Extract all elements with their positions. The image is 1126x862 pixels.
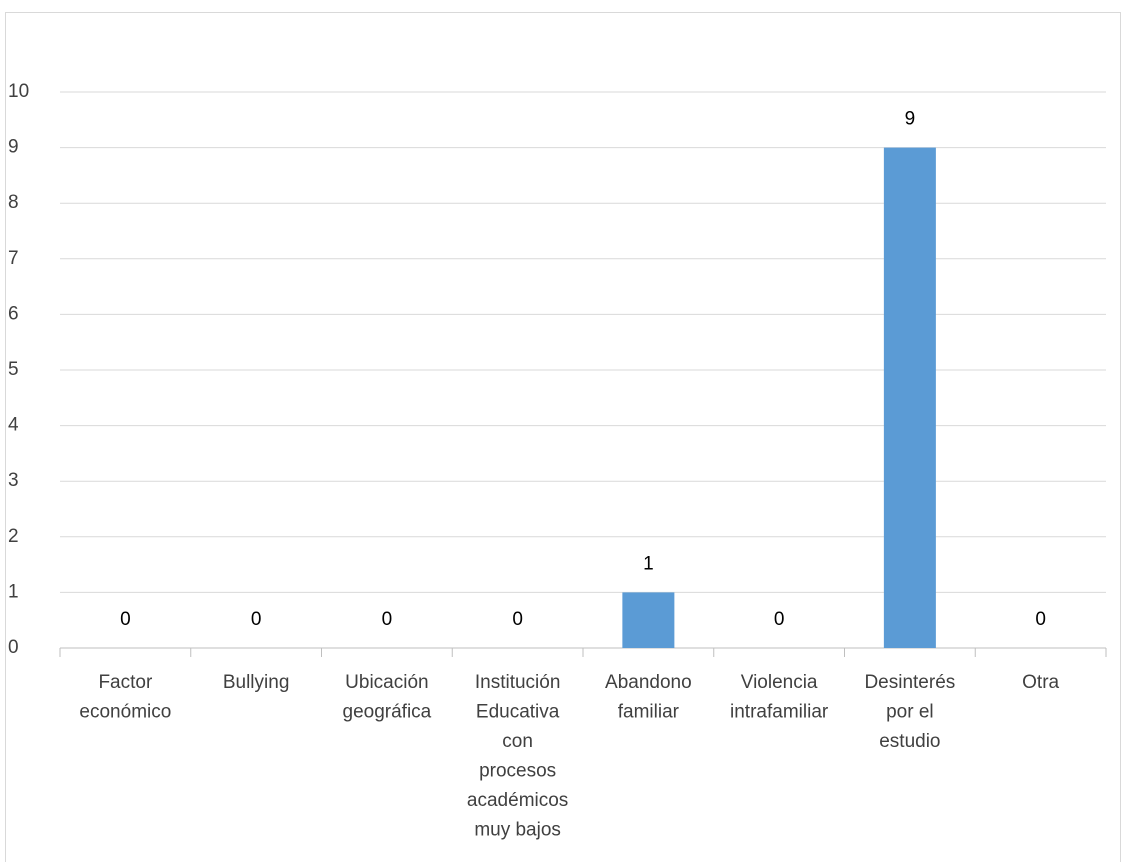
- x-tick-label: Desinterés por el estudio: [864, 672, 955, 752]
- y-tick-label: 10: [8, 81, 29, 102]
- y-tick-label: 4: [8, 415, 19, 436]
- chart-frame: [5, 12, 1121, 862]
- x-tick-label: Institución Educativa con procesos académico…: [467, 672, 568, 841]
- data-label: 0: [251, 609, 262, 630]
- data-label: 0: [774, 609, 785, 630]
- y-tick-label: 9: [8, 137, 19, 158]
- data-label: 0: [1035, 609, 1046, 630]
- x-tick-label: Ubicación geográfica: [343, 672, 432, 723]
- y-tick-label: 3: [8, 470, 19, 491]
- data-label: 0: [512, 609, 523, 630]
- data-label: 1: [643, 553, 654, 574]
- data-label: 0: [120, 609, 131, 630]
- y-tick-label: 5: [8, 359, 19, 380]
- y-tick-label: 2: [8, 526, 19, 547]
- data-label: 0: [382, 609, 393, 630]
- x-tick-label: Bullying: [223, 672, 290, 693]
- y-tick-label: 8: [8, 192, 19, 213]
- y-tick-label: 1: [8, 581, 19, 602]
- y-tick-label: 0: [8, 637, 19, 658]
- data-label: 9: [905, 109, 916, 130]
- x-tick-label: Factor económico: [79, 672, 171, 723]
- x-tick-label: Otra: [1022, 672, 1059, 693]
- y-tick-label: 7: [8, 248, 19, 269]
- bar: [622, 592, 675, 648]
- x-tick-label: Abandono familiar: [605, 672, 692, 723]
- bar: [883, 147, 936, 648]
- y-tick-label: 6: [8, 303, 19, 324]
- x-tick-label: Violencia intrafamiliar: [730, 672, 829, 723]
